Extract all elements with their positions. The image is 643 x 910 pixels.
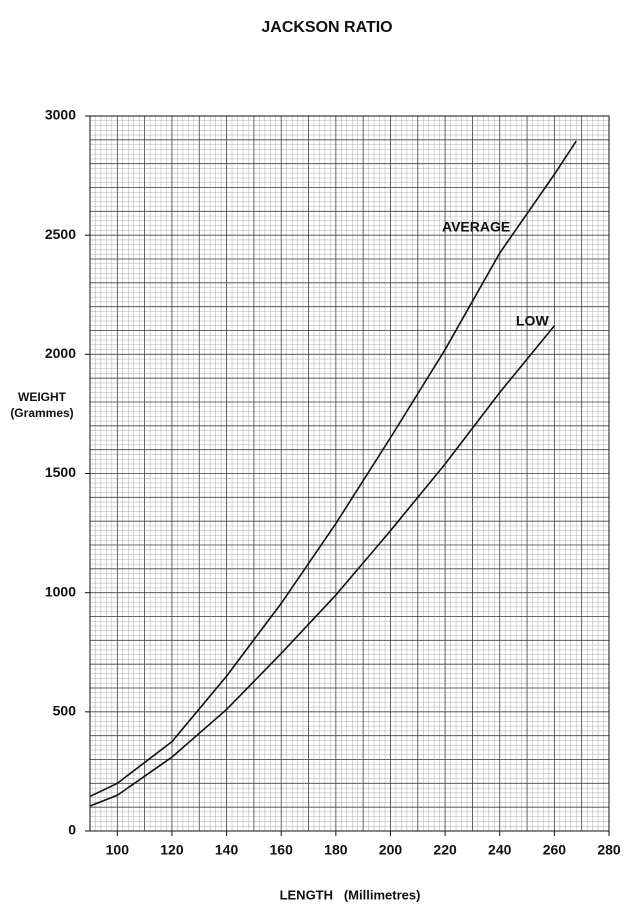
y-tick-label: 2000: [45, 345, 76, 361]
y-tick-label: 3000: [45, 107, 76, 123]
x-tick-label: 160: [270, 842, 294, 858]
x-tick-label: 240: [488, 842, 512, 858]
y-axis-label: (Grammes): [10, 406, 73, 420]
x-tick-label: 220: [433, 842, 457, 858]
y-axis-label: WEIGHT: [18, 390, 67, 404]
x-tick-label: 180: [324, 842, 348, 858]
line-series: [89, 140, 577, 798]
y-tick-label: 0: [68, 822, 76, 838]
y-tick-label: 1500: [45, 464, 76, 480]
x-tick-label: 120: [160, 842, 184, 858]
chart-title: JACKSON RATIO: [261, 19, 392, 36]
y-tick-label: 500: [53, 703, 77, 719]
x-tick-label: 200: [379, 842, 403, 858]
x-axis-label: LENGTH (Millimetres): [280, 887, 421, 902]
x-tick-label: 140: [215, 842, 239, 858]
series-label: AVERAGE: [442, 219, 510, 235]
y-tick-label: 2500: [45, 226, 76, 242]
x-tick-label: 100: [106, 842, 130, 858]
y-tick-label: 1000: [45, 583, 76, 599]
x-tick-label: 260: [543, 842, 567, 858]
plot-frame: [89, 115, 610, 832]
x-tick-label: 280: [597, 842, 621, 858]
series-label: LOW: [516, 313, 549, 329]
line-series: [90, 259, 609, 806]
